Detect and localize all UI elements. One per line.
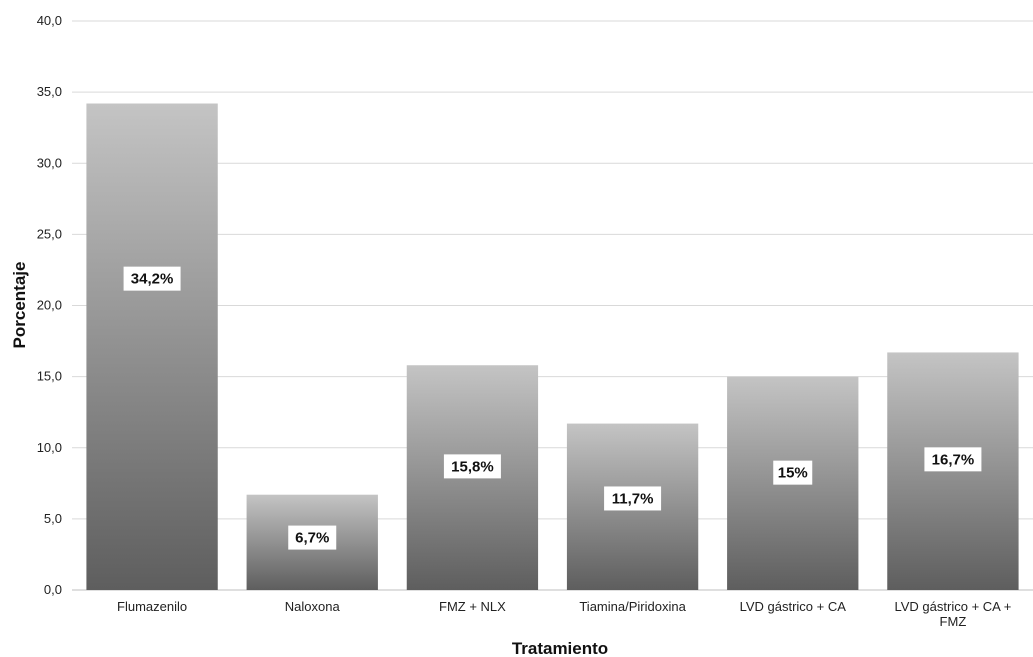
bar xyxy=(86,103,218,590)
data-label: 34,2% xyxy=(131,271,174,288)
x-category-label: Flumazenilo xyxy=(117,599,187,614)
x-axis-categories: Flumazenilo Naloxona FMZ + NLX Tiamina/Piri… xyxy=(117,599,1011,629)
data-label-box xyxy=(443,454,501,479)
data-label-box xyxy=(924,447,982,472)
y-tick-label: 0,0 xyxy=(44,582,62,597)
x-category-label: Naloxona xyxy=(285,599,341,614)
y-axis-title: Porcentaje xyxy=(10,262,29,349)
x-axis-title: Tratamiento xyxy=(512,639,608,657)
grid-lines xyxy=(72,20,1033,591)
x-category-label: LVD gástrico + CA + xyxy=(895,599,1012,614)
x-category-label: FMZ xyxy=(940,614,967,629)
data-label: 16,7% xyxy=(932,451,975,468)
data-label-box xyxy=(773,460,813,485)
bars xyxy=(86,103,1019,590)
data-label: 15% xyxy=(778,465,808,482)
data-label: 15,8% xyxy=(451,458,494,475)
x-category-label: Tiamina/Piridoxina xyxy=(579,599,686,614)
data-label-box xyxy=(123,266,181,291)
y-axis-ticks: 0,0 5,0 10,0 15,0 20,0 25,0 30,0 35,0 40,0 xyxy=(37,13,62,597)
y-tick-label: 40,0 xyxy=(37,13,62,28)
y-tick-label: 35,0 xyxy=(37,84,62,99)
y-tick-label: 25,0 xyxy=(37,226,62,241)
x-category-label: FMZ + NLX xyxy=(439,599,506,614)
y-tick-label: 30,0 xyxy=(37,155,62,170)
y-tick-label: 5,0 xyxy=(44,511,62,526)
y-tick-label: 10,0 xyxy=(37,440,62,455)
data-labels: 34,2% 6,7% 15,8% 11,7% 15% 16,7% xyxy=(123,266,982,550)
y-tick-label: 20,0 xyxy=(37,298,62,313)
data-label-box xyxy=(604,486,662,511)
data-label: 11,7% xyxy=(612,490,654,507)
data-label-box xyxy=(288,525,337,550)
x-category-label: LVD gástrico + CA xyxy=(740,599,847,614)
y-tick-label: 15,0 xyxy=(37,369,62,384)
data-label: 6,7% xyxy=(295,530,329,547)
